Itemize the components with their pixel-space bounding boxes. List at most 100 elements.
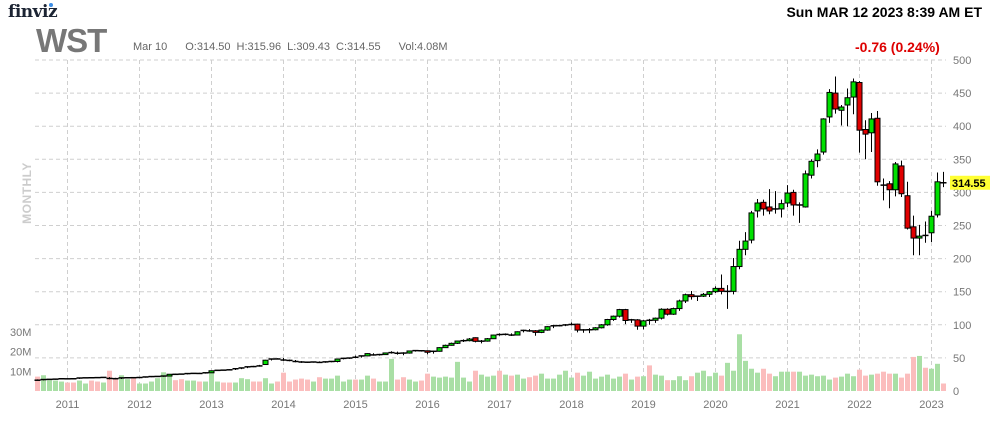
candle xyxy=(598,324,605,329)
candle xyxy=(172,373,179,376)
candle xyxy=(466,338,473,342)
last-price-marker xyxy=(950,175,990,190)
volume-bar xyxy=(335,375,340,391)
candle xyxy=(664,308,671,316)
candle-body xyxy=(514,331,521,336)
candle xyxy=(832,76,839,114)
candle xyxy=(520,329,527,333)
candle xyxy=(136,376,143,379)
finviz-logo[interactable]: finviz xyxy=(8,2,58,22)
volume-bar xyxy=(269,383,274,391)
candle xyxy=(898,160,905,198)
quote-high: H:315.96 xyxy=(236,41,282,53)
candle xyxy=(862,120,869,160)
volume-bar xyxy=(851,376,856,391)
volume-bar xyxy=(731,370,736,391)
candle xyxy=(718,274,725,295)
candle xyxy=(784,185,791,207)
logo-dot-icon xyxy=(49,3,53,7)
volume-bar xyxy=(623,373,628,391)
price-tick-label: 150 xyxy=(953,287,971,299)
volume-bar xyxy=(275,381,280,391)
candle-body xyxy=(598,324,605,329)
volume-bar xyxy=(239,378,244,391)
candle xyxy=(352,355,359,359)
volume-bar xyxy=(899,377,904,391)
volume-bar xyxy=(395,379,400,391)
candle xyxy=(568,322,575,326)
year-tick-label: 2019 xyxy=(631,399,655,411)
candle xyxy=(910,215,917,256)
volume-bar xyxy=(533,375,538,391)
volume-bar xyxy=(845,373,850,391)
candle xyxy=(70,378,77,380)
candle-body xyxy=(742,240,749,250)
candle xyxy=(394,351,401,355)
candle xyxy=(574,323,581,333)
last-price-label: 314.55 xyxy=(952,178,986,190)
candle-body xyxy=(544,326,551,331)
candle-body xyxy=(928,215,935,234)
volume-bar xyxy=(383,381,388,391)
volume-bar xyxy=(809,374,814,391)
volume-bar xyxy=(161,372,166,391)
volume-bar xyxy=(287,381,292,391)
year-tick-label: 2022 xyxy=(847,399,871,411)
candle-body xyxy=(634,319,641,327)
candle-body xyxy=(790,191,797,206)
candle-body xyxy=(814,153,821,162)
candle-body xyxy=(868,118,875,134)
volume-bar xyxy=(713,372,718,391)
candle xyxy=(322,361,329,363)
volume-bar xyxy=(59,381,64,391)
volume-bar xyxy=(389,358,394,391)
candle-body xyxy=(454,340,461,344)
volume-bar xyxy=(539,373,544,391)
volume-bar xyxy=(737,334,742,391)
candle-body xyxy=(652,317,659,321)
volume-bar xyxy=(599,376,604,391)
volume-bar xyxy=(311,381,316,391)
price-tick-label: 300 xyxy=(953,187,971,199)
volume-bar xyxy=(665,380,670,391)
candle-body xyxy=(670,308,677,315)
volume-bar xyxy=(317,377,322,391)
volume-bar xyxy=(725,362,730,391)
candle xyxy=(250,365,257,368)
volume-bar xyxy=(875,373,880,391)
volume-bar xyxy=(827,379,832,391)
candle xyxy=(304,361,311,363)
volume-bar xyxy=(293,379,298,391)
volume-bar xyxy=(509,375,514,391)
candle xyxy=(676,299,683,311)
volume-bar xyxy=(527,377,532,391)
candle xyxy=(616,308,623,318)
volume-bar xyxy=(407,379,412,391)
candle xyxy=(244,366,251,369)
volume-bar xyxy=(755,372,760,391)
candle-body xyxy=(802,173,809,208)
candle xyxy=(178,373,185,375)
volume-tick-label: 30M xyxy=(10,327,31,339)
volume-bar xyxy=(563,370,568,391)
candle xyxy=(430,350,437,354)
volume-bar xyxy=(647,365,652,391)
volume-bar xyxy=(629,379,634,391)
candle xyxy=(808,159,815,179)
candle xyxy=(730,257,737,295)
quote-summary: Mar 10 O:314.50 H:315.96 L:309.43 C:314.55 Vo… xyxy=(133,41,454,53)
year-tick-label: 2018 xyxy=(559,399,583,411)
volume-bar xyxy=(605,374,610,391)
volume-bar xyxy=(377,381,382,391)
candle xyxy=(382,352,389,356)
candle xyxy=(538,329,545,334)
candle-body xyxy=(844,97,851,106)
candle-body xyxy=(364,353,371,357)
candle-body xyxy=(442,344,449,349)
volume-bar xyxy=(593,378,598,391)
volume-bar xyxy=(77,380,82,391)
candle-body xyxy=(784,192,791,204)
candle-body xyxy=(490,334,497,340)
volume-bar xyxy=(521,378,526,391)
